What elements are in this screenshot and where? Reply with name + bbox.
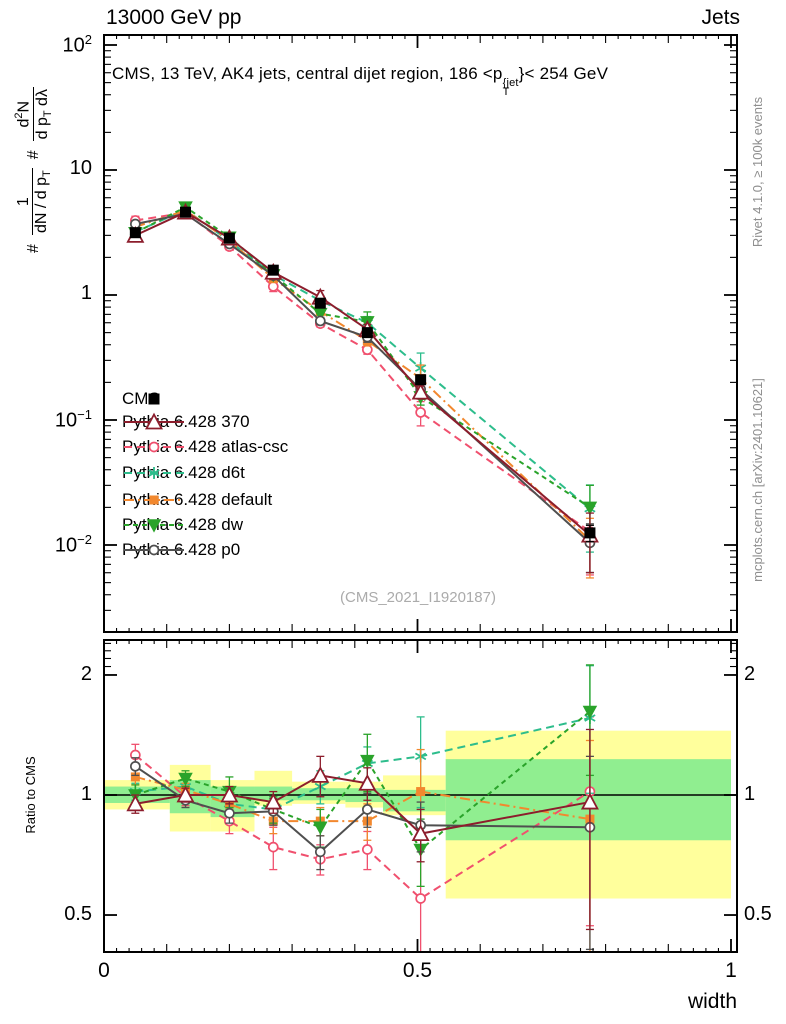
series-line	[135, 211, 591, 533]
marker-circle	[415, 893, 426, 904]
series-line	[134, 211, 591, 536]
legend-item-cms: CMS	[122, 389, 160, 409]
series-ratio-line	[135, 775, 591, 823]
legend-sample-default	[124, 495, 184, 505]
marker-circle	[224, 807, 235, 819]
marker-square	[223, 232, 235, 244]
marker-triangle-down	[146, 519, 162, 533]
series-line	[134, 208, 591, 510]
legend-sample-p0	[124, 544, 184, 556]
series-ratio-line	[135, 774, 591, 835]
legend-sample-atlas-csc	[124, 441, 184, 453]
beam-energy-title: 13000 GeV pp	[106, 6, 242, 29]
marker-triangle-down	[582, 501, 598, 515]
marker-square	[180, 206, 192, 218]
x-axis-label: width	[687, 990, 737, 1013]
marker-circle	[148, 544, 160, 556]
ratio-y-tick-label-right: 2	[744, 662, 756, 685]
marker-square	[416, 787, 426, 797]
marker-circle	[361, 804, 373, 815]
marker-triangle-down	[313, 821, 328, 835]
main-y-tick-label: 10−2	[54, 532, 92, 557]
marker-square	[314, 297, 326, 309]
marker-circle	[415, 407, 426, 418]
marker-triangle-up	[411, 824, 430, 842]
marker-triangle-down	[360, 754, 375, 769]
analysis-id-watermark: (CMS_2021_I1920187)	[340, 589, 496, 606]
main-y-tick-label: 10	[69, 157, 92, 179]
marker-star-spoke	[148, 469, 160, 477]
marker-triangle-up	[358, 773, 377, 791]
legend-label: Pythia 6.428 default	[122, 490, 273, 509]
ratio-y-tick-label-right: 1	[744, 783, 756, 805]
main-panel-frame	[103, 34, 738, 633]
marker-square	[267, 264, 279, 276]
mcplots-arxiv-note: mcplots.cern.ch [arXiv:2401.10621]	[749, 378, 765, 582]
marker-circle	[267, 281, 279, 292]
main-y-tick-label: 102	[62, 32, 92, 57]
legend-item-default: Pythia 6.428 default	[122, 490, 272, 510]
uncertainty-bands	[104, 730, 731, 899]
legend-item-p0: Pythia 6.428 p0	[122, 540, 240, 560]
band-green	[292, 788, 346, 801]
marker-square	[415, 374, 427, 386]
ratio-y-tick-label-left: 2	[80, 662, 92, 685]
series-main-cms	[129, 206, 596, 543]
marker-square	[148, 393, 160, 405]
marker-triangle-up	[264, 792, 283, 810]
legend-sample-d6t	[124, 467, 184, 479]
plot-title: CMS, 13 TeV, AK4 jets, central dijet reg…	[112, 64, 609, 98]
marker-triangle-up	[126, 794, 145, 812]
analysis-group-title: Jets	[701, 6, 740, 29]
marker-triangle-up	[411, 382, 430, 400]
series-ratio-line	[135, 710, 591, 851]
ratio-y-tick-label-left: 0.5	[64, 903, 92, 926]
marker-triangle-up	[144, 412, 164, 430]
legend-sample-dw	[124, 519, 184, 533]
legend-item-d6t: Pythia 6.428 d6t	[122, 463, 245, 483]
marker-triangle-up	[176, 785, 195, 803]
marker-circle	[314, 846, 326, 858]
marker-circle	[361, 844, 373, 855]
legend-item-py370: Pythia 6.428 370	[122, 412, 250, 432]
legend-sample-py370	[124, 412, 184, 430]
marker-square	[149, 495, 159, 505]
marker-square	[129, 227, 141, 239]
marker-triangle-up	[220, 785, 239, 803]
ratio-panel-frame	[103, 639, 738, 953]
marker-triangle-up	[311, 765, 330, 783]
legend-item-atlas-csc: Pythia 6.428 atlas-csc	[122, 437, 288, 457]
marker-circle	[314, 315, 326, 327]
main-y-tick-label: 1	[80, 282, 92, 304]
rivet-version-note: Rivet 4.1.0, ≥ 100k events	[749, 96, 765, 248]
legend-label: Pythia 6.428 atlas-csc	[122, 437, 289, 456]
main-y-tick-label: 10−1	[54, 407, 92, 432]
marker-square	[130, 772, 140, 782]
marker-triangle-down	[582, 705, 598, 720]
ratio-y-tick-label-left: 1	[80, 783, 92, 805]
marker-square	[584, 527, 596, 539]
legend-item-dw: Pythia 6.428 dw	[122, 515, 243, 535]
marker-triangle-down	[178, 772, 193, 787]
marker-circle	[267, 841, 279, 853]
marker-triangle-up	[580, 792, 599, 810]
axis-ticks	[103, 35, 737, 952]
ratio-y-tick-label-right: 0.5	[744, 903, 772, 926]
series-line	[134, 205, 591, 509]
legend-sample-cms	[148, 393, 160, 405]
x-tick-label: 0.5	[402, 959, 433, 982]
marker-square	[361, 327, 373, 339]
series-ratio-line	[134, 765, 590, 854]
marker-circle	[130, 760, 141, 772]
x-tick-label: 0	[98, 959, 110, 982]
x-tick-label: 1	[725, 959, 737, 982]
series-ratio-line	[135, 717, 591, 811]
marker-circle	[148, 441, 160, 453]
series-ratio-py370	[126, 728, 599, 931]
